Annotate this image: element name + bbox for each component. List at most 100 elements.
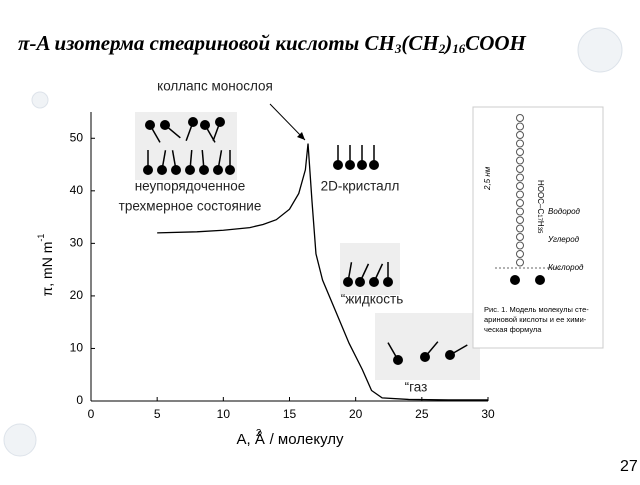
- page-number: 27: [620, 458, 638, 475]
- arrow: [269, 103, 306, 141]
- figure-label: Кислород: [548, 263, 584, 272]
- atom: [516, 131, 524, 139]
- atom: [516, 241, 524, 250]
- atom: [516, 216, 524, 224]
- annotation: “жидкость: [341, 292, 403, 307]
- figure-box: [472, 106, 604, 349]
- title: π-A изотерма стеариновой кислоты CH3(CH2…: [18, 31, 527, 56]
- x-label-sup: 2: [256, 428, 262, 439]
- icon-box: [340, 243, 400, 295]
- atom: [516, 250, 524, 258]
- figure-formula: HOOC–C17H35: [536, 180, 545, 234]
- y-tick-label: 30: [70, 236, 84, 250]
- title-sub: 2: [438, 41, 446, 56]
- atom: [516, 199, 524, 207]
- x-tick-label: 0: [88, 407, 95, 421]
- atom: [516, 224, 524, 233]
- molecule-head: [145, 120, 155, 130]
- atom: [516, 190, 524, 199]
- molecule-head: [160, 120, 170, 130]
- figure-label: Водород: [548, 207, 581, 216]
- formula-part: H: [536, 221, 545, 227]
- drop: [3, 423, 37, 457]
- molecule-head: [215, 117, 225, 127]
- formula-part: 35: [536, 227, 542, 234]
- atom: [516, 173, 524, 182]
- x-label: A, Å2 / молекулу: [237, 428, 344, 448]
- atom: [516, 182, 524, 190]
- atom: [516, 258, 524, 267]
- y-label-sup: -1: [36, 234, 46, 242]
- title-part: (CH: [401, 31, 439, 55]
- title-sub: 16: [452, 41, 466, 56]
- molecule-head: [200, 120, 210, 130]
- atom: [516, 148, 524, 156]
- molecule-head: [345, 160, 355, 170]
- molecule-head: [420, 352, 430, 362]
- atom: [516, 139, 524, 148]
- molecule-head: [357, 160, 367, 170]
- x-label-part: / молекулу: [265, 431, 344, 448]
- x-tick-label: 30: [481, 407, 495, 421]
- molecule-head: [333, 160, 343, 170]
- molecule-head: [343, 277, 353, 287]
- molecule-head: [185, 165, 195, 175]
- x-tick-label: 15: [283, 407, 297, 421]
- y-tick-label: 50: [70, 130, 84, 144]
- molecule-head: [369, 160, 379, 170]
- annotation: неупорядоченное: [135, 179, 246, 194]
- curve: [157, 143, 488, 401]
- x-label-part: A, Å: [237, 431, 265, 448]
- title-part: π-A изотерма стеариновой кислоты CH: [18, 31, 395, 55]
- figure-caption: ческая формула: [484, 325, 542, 334]
- oxygen: [535, 275, 545, 285]
- y-tick-label: 10: [70, 341, 84, 355]
- title-part: ): [443, 31, 452, 55]
- oxygen: [510, 275, 520, 285]
- annotation: 2D-кристалл: [321, 179, 400, 194]
- molecule-head: [213, 165, 223, 175]
- figure-label: 2,5 нм: [483, 166, 492, 191]
- arrow-head: [297, 132, 305, 140]
- molecule-head: [199, 165, 209, 175]
- molecule-head: [157, 165, 167, 175]
- atom: [516, 156, 524, 165]
- y-label: π, mN m-1: [36, 234, 54, 297]
- x-tick-label: 10: [217, 407, 231, 421]
- atom: [516, 114, 524, 122]
- annotation: коллапс монослоя: [157, 79, 273, 94]
- y-tick-label: 40: [70, 183, 84, 197]
- figure-caption: Рис. 1. Модель молекулы сте-: [484, 305, 589, 314]
- molecule-head: [171, 165, 181, 175]
- annotation: трехмерное состояние: [119, 199, 262, 214]
- molecule-head: [225, 165, 235, 175]
- atom: [516, 122, 524, 131]
- drop: [577, 27, 623, 73]
- x-tick-label: 5: [154, 407, 161, 421]
- x-tick-label: 25: [415, 407, 429, 421]
- molecule-head: [369, 277, 379, 287]
- y-tick-label: 0: [76, 393, 83, 407]
- molecule-head: [383, 277, 393, 287]
- atom: [516, 165, 524, 173]
- molecule-head: [355, 277, 365, 287]
- title-sub: 3: [394, 41, 402, 56]
- atom: [516, 207, 524, 216]
- figure-caption: ариновой кислоты и ее хими-: [484, 315, 587, 324]
- molecule-head: [393, 355, 403, 365]
- formula-part: HOOC–C: [536, 180, 545, 214]
- title-part: COOH: [465, 31, 526, 55]
- molecule-head: [143, 165, 153, 175]
- figure-label: Углерод: [547, 235, 580, 244]
- molecule-head: [188, 117, 198, 127]
- y-tick-label: 20: [70, 288, 84, 302]
- formula-part: 17: [536, 214, 542, 221]
- annotation: “газ: [405, 380, 428, 395]
- y-label-part: π, mN m: [39, 242, 55, 297]
- molecule-head: [445, 350, 455, 360]
- atom: [516, 233, 524, 241]
- x-tick-label: 20: [349, 407, 363, 421]
- icon-box: [375, 313, 480, 380]
- drop: [31, 91, 49, 109]
